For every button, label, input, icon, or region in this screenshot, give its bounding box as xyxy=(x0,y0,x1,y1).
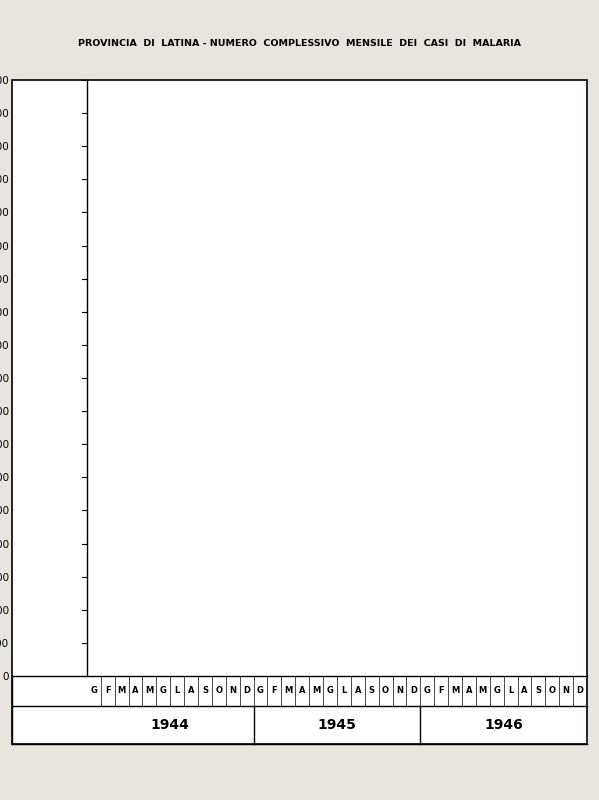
Text: A: A xyxy=(521,686,528,695)
Text: F: F xyxy=(105,686,110,695)
Bar xyxy=(199,497,210,676)
Bar xyxy=(311,557,321,676)
Bar xyxy=(228,610,238,676)
Text: M: M xyxy=(284,686,292,695)
Bar xyxy=(297,515,307,676)
Text: M: M xyxy=(117,686,126,695)
Text: 1944: 1944 xyxy=(151,718,190,732)
Text: A: A xyxy=(188,686,194,695)
Text: D: D xyxy=(243,686,250,695)
Text: F: F xyxy=(438,686,444,695)
Text: A: A xyxy=(465,686,472,695)
Bar xyxy=(186,103,196,676)
Text: G: G xyxy=(90,686,97,695)
Text: S: S xyxy=(368,686,374,695)
Bar xyxy=(102,674,113,676)
Text: N: N xyxy=(229,686,236,695)
Bar xyxy=(464,530,474,676)
Text: M: M xyxy=(479,686,487,695)
Bar xyxy=(241,618,252,676)
Text: 1945: 1945 xyxy=(317,718,356,732)
Bar xyxy=(450,542,460,676)
Bar xyxy=(533,575,544,676)
Bar xyxy=(575,650,585,676)
Bar xyxy=(547,610,558,676)
Text: PROVINCIA  DI  LATINA - NUMERO  COMPLESSIVO  MENSILE  DEI  CASI  DI  MALARIA: PROVINCIA DI LATINA - NUMERO COMPLESSIVO… xyxy=(78,39,521,49)
Bar xyxy=(158,401,168,676)
Text: S: S xyxy=(536,686,541,695)
Text: F: F xyxy=(271,686,277,695)
Text: L: L xyxy=(341,686,346,695)
Bar xyxy=(519,575,530,676)
Text: M: M xyxy=(312,686,320,695)
Text: L: L xyxy=(508,686,513,695)
Text: D: D xyxy=(577,686,583,695)
Text: M: M xyxy=(451,686,459,695)
Bar xyxy=(116,670,127,676)
Bar xyxy=(283,608,294,676)
Text: G: G xyxy=(424,686,431,695)
Bar xyxy=(338,526,349,676)
Bar xyxy=(130,665,141,676)
Text: G: G xyxy=(257,686,264,695)
Text: M: M xyxy=(145,686,153,695)
Bar xyxy=(492,520,502,676)
Text: G: G xyxy=(326,686,334,695)
Bar xyxy=(380,650,391,676)
Bar xyxy=(367,608,377,676)
Text: N: N xyxy=(562,686,570,695)
Bar xyxy=(561,620,571,676)
Text: N: N xyxy=(396,686,403,695)
Text: D: D xyxy=(410,686,417,695)
Bar xyxy=(436,570,446,676)
Text: O: O xyxy=(382,686,389,695)
Bar xyxy=(477,518,488,676)
Bar xyxy=(255,575,266,676)
Text: O: O xyxy=(549,686,556,695)
Text: A: A xyxy=(132,686,139,695)
Bar xyxy=(144,659,155,676)
Bar xyxy=(325,467,335,676)
Bar xyxy=(422,670,432,676)
Text: 1946: 1946 xyxy=(484,718,523,732)
Text: G: G xyxy=(160,686,167,695)
Text: L: L xyxy=(174,686,180,695)
Bar xyxy=(506,546,516,676)
Text: S: S xyxy=(202,686,208,695)
Bar xyxy=(214,570,224,676)
Bar xyxy=(172,143,182,676)
Text: O: O xyxy=(216,686,222,695)
Text: G: G xyxy=(493,686,500,695)
Bar xyxy=(408,611,419,676)
Bar xyxy=(89,674,99,676)
Bar xyxy=(353,537,363,676)
Text: A: A xyxy=(299,686,305,695)
Bar xyxy=(394,608,405,676)
Bar xyxy=(269,610,280,676)
Text: A: A xyxy=(355,686,361,695)
